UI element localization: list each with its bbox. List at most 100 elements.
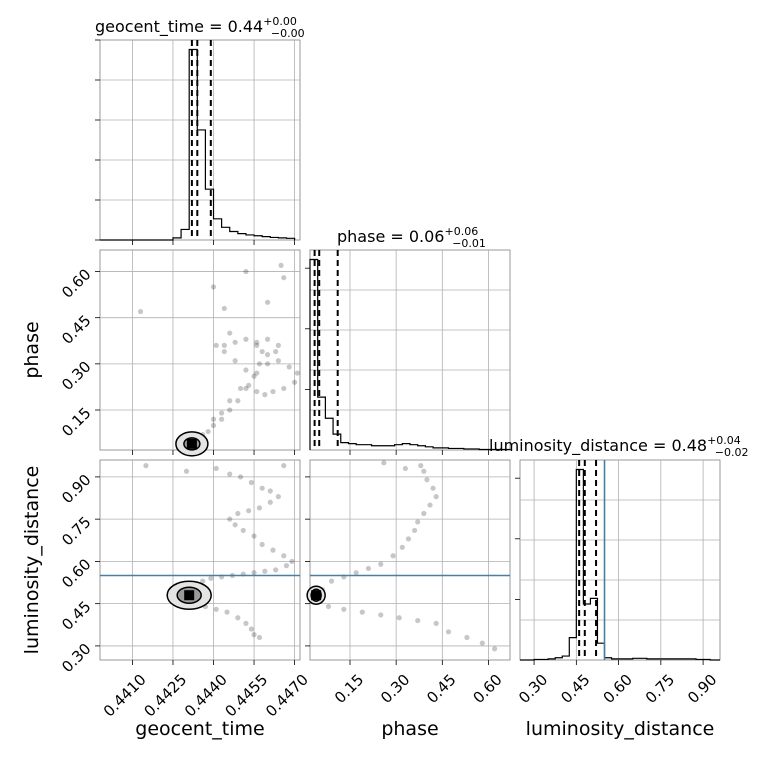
scatter-point: [378, 561, 384, 567]
scatter-point: [248, 479, 254, 486]
scatter-point: [341, 606, 347, 612]
scatter-point: [359, 609, 365, 615]
scatter-point: [251, 373, 257, 379]
xtick-label-luminosity_distance: 0.75: [642, 671, 678, 707]
scatter-point: [259, 348, 265, 355]
scatter-point: [235, 510, 241, 517]
scatter-point: [479, 640, 485, 646]
scatter-point: [270, 547, 276, 553]
scatter-point: [251, 570, 257, 576]
xtick-label-luminosity_distance: 0.45: [557, 671, 593, 707]
scatter-point: [210, 422, 217, 428]
scatter-point: [243, 268, 249, 275]
scatter-point: [275, 342, 281, 348]
contour-distance-geocent_time-peak: [184, 590, 195, 601]
scatter-point: [227, 398, 233, 404]
scatter-point: [243, 385, 249, 392]
contour-phase-geocent_time-peak: [186, 438, 197, 449]
scatter-point: [235, 615, 241, 621]
panel-luminosity_distance-vs-phase: [309, 459, 511, 661]
scatter-point: [433, 494, 439, 500]
scatter-point: [281, 385, 287, 392]
scatter-point: [183, 468, 190, 474]
xtick-label-geocent_time: 0.4425: [140, 671, 190, 721]
ytick-label-luminosity_distance: 0.30: [58, 640, 94, 676]
scatter-point: [267, 499, 273, 505]
xtick-label-geocent_time: 0.4410: [100, 671, 150, 721]
scatter-point: [237, 385, 244, 392]
scatter-point: [402, 465, 408, 472]
scatter-point: [213, 465, 219, 472]
xtick-label-phase: 0.45: [423, 671, 459, 707]
title-phase: phase = 0.06+0.06 −0.01: [337, 225, 486, 250]
scatter-point: [273, 348, 279, 355]
scatter-point: [237, 474, 244, 480]
scatter-point: [200, 578, 206, 584]
scatter-point: [283, 563, 290, 569]
scatter-point: [421, 468, 427, 474]
histogram-geocent_time: [100, 48, 296, 241]
panel-geocent_time-hist: [99, 39, 301, 241]
xtick-label-geocent_time: 0.4470: [262, 671, 312, 721]
scatter-point: [421, 510, 427, 517]
scatter-point: [246, 508, 252, 514]
scatter-point: [210, 284, 217, 290]
xtick-label-phase: 0.60: [469, 671, 505, 707]
scatter-point: [227, 516, 233, 522]
ytick-label-luminosity_distance: 0.60: [58, 555, 94, 591]
contour-distance-phase-peak: [311, 590, 322, 601]
scatter-point: [492, 646, 498, 652]
panel-luminosity_distance-hist: [519, 459, 721, 661]
scatter-point: [219, 416, 225, 422]
xtick-label-phase: 0.15: [331, 671, 367, 707]
panel-luminosity_distance-vs-geocent_time: [99, 459, 301, 661]
scatter-point: [243, 620, 249, 626]
scatter-point: [137, 308, 144, 315]
scatter-point: [264, 361, 271, 367]
ytick-label-luminosity_distance: 0.90: [58, 471, 94, 507]
grid-layer: [100, 40, 720, 660]
scatter-point: [390, 553, 396, 559]
scatter-point: [415, 519, 421, 525]
scatter-point: [232, 339, 238, 345]
scatter-point: [232, 358, 238, 364]
title-luminosity_distance: luminosity_distance = 0.48+0.04 −0.02: [489, 434, 749, 459]
scatter-point: [424, 477, 430, 483]
scatter-point: [286, 364, 292, 370]
ylabel-luminosity_distance: luminosity_distance: [21, 466, 43, 655]
scatter-point: [412, 527, 418, 534]
xtick-label-luminosity_distance: 0.90: [684, 671, 720, 707]
scatter-point: [445, 629, 452, 635]
xtick-label-phase: 0.30: [377, 671, 413, 707]
scatter-point: [227, 330, 233, 336]
scatter-point: [262, 392, 268, 398]
scatter-point: [208, 575, 214, 581]
scatter-point: [232, 522, 238, 528]
scatter-point: [430, 485, 436, 491]
scatter-point: [221, 342, 227, 348]
scatter-point: [396, 615, 402, 621]
scatter-point: [273, 567, 279, 573]
scatter-point: [328, 578, 335, 584]
scatter-point: [262, 568, 268, 574]
xtick-label-luminosity_distance: 0.30: [515, 671, 551, 707]
scatter-point: [291, 379, 298, 385]
scatter-point: [294, 370, 300, 376]
scatter-point: [243, 336, 249, 342]
scatter-point: [256, 361, 263, 367]
scatter-point: [405, 536, 412, 542]
scatter-point: [256, 505, 263, 511]
scatter-point: [399, 544, 405, 550]
scatter-point: [264, 336, 271, 342]
ytick-label-luminosity_distance: 0.45: [58, 597, 94, 633]
scatter-point: [243, 367, 249, 373]
data-layer: [100, 40, 720, 661]
scatter-point: [221, 305, 227, 312]
scatter-point: [353, 570, 359, 576]
scatter-point: [256, 634, 263, 641]
ytick-label-phase: 0.45: [58, 312, 94, 348]
xtick-label-geocent_time: 0.4440: [181, 671, 231, 721]
scatter-point: [213, 606, 219, 612]
scatter-point: [275, 494, 281, 500]
scatter-point: [415, 617, 421, 624]
